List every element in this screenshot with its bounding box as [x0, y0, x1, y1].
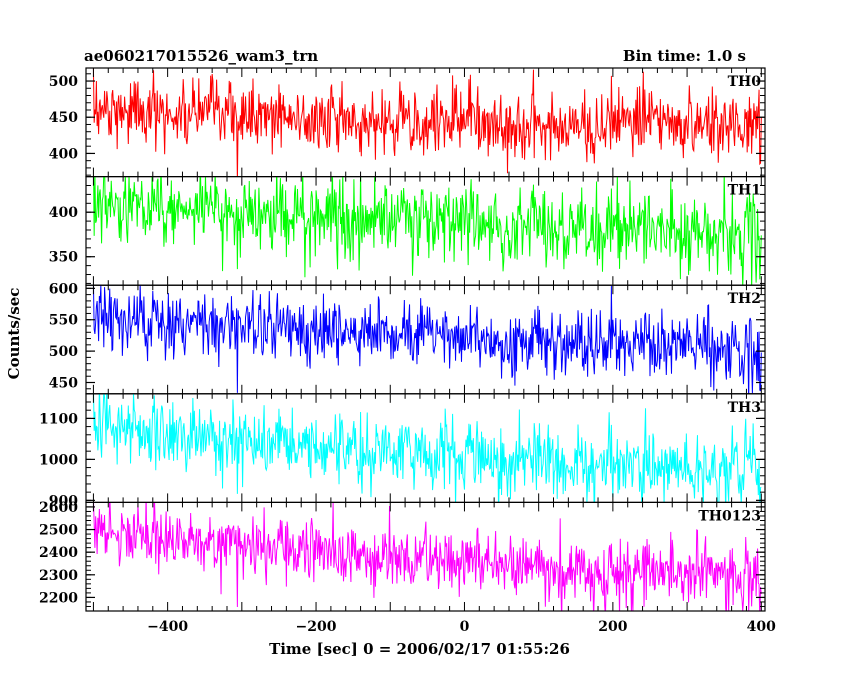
y-tick-label: 500 [49, 74, 78, 90]
y-tick-label: 1100 [39, 411, 78, 427]
y-tick-label: 1000 [39, 452, 78, 468]
y-tick-label: 500 [49, 344, 78, 360]
y-axis-label: Counts/sec [5, 288, 23, 380]
x-tick-label: 200 [598, 619, 627, 635]
y-tick-label: 2300 [39, 568, 78, 584]
series-line-th1 [93, 176, 762, 286]
bin-time-label: Bin time: 1.0 s [622, 47, 746, 65]
y-tick-label: 350 [49, 250, 78, 266]
y-tick-label: 900 [49, 493, 78, 509]
panel-label-th2: TH2 [728, 291, 761, 307]
x-tick-label: −400 [147, 619, 188, 635]
panel-label-th3: TH3 [728, 400, 761, 416]
panel-label-th0123: TH0123 [698, 508, 761, 524]
x-tick-label: 400 [747, 619, 776, 635]
x-axis-label: Time [sec] 0 = 2006/02/17 01:55:26 [269, 640, 570, 658]
y-tick-label: 2400 [39, 545, 78, 561]
y-tick-label: 450 [49, 376, 78, 392]
y-tick-label: 450 [49, 110, 78, 126]
y-tick-label: 400 [49, 205, 78, 221]
y-tick-label: 2200 [39, 590, 78, 606]
y-tick-label: 600 [49, 281, 78, 297]
x-tick-label: −200 [296, 619, 337, 635]
panel-label-th1: TH1 [728, 183, 761, 199]
y-tick-label: 400 [49, 146, 78, 162]
series-line-th0 [92, 68, 762, 177]
y-tick-label: 2600 [39, 500, 78, 516]
y-tick-label: 550 [49, 313, 78, 329]
series-line-th2 [92, 285, 762, 394]
series-line-th3 [93, 393, 762, 503]
x-tick-label: 0 [460, 619, 470, 635]
panel-label-th0: TH0 [728, 74, 762, 90]
chart-title: ae060217015526_wam3_trn [84, 47, 319, 65]
series-line-th0123 [93, 502, 762, 611]
y-tick-label: 2500 [39, 523, 78, 539]
panel-frame-th1 [85, 176, 766, 286]
